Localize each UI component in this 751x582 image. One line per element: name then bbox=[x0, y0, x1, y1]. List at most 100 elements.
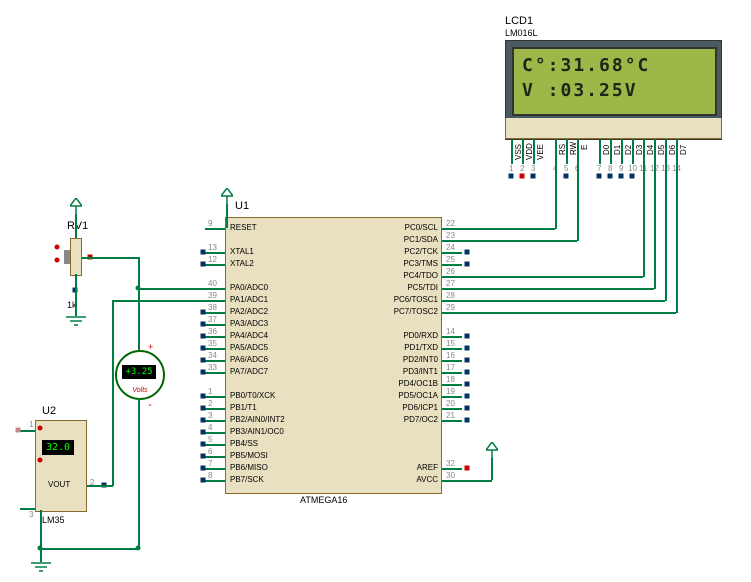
wire-pc0-rs bbox=[460, 228, 555, 230]
pin-num: 3 bbox=[208, 411, 212, 420]
pin-node bbox=[201, 454, 206, 459]
pot-btn[interactable] bbox=[55, 245, 60, 250]
wire-lm35-gnd bbox=[40, 510, 42, 548]
pin-node bbox=[201, 394, 206, 399]
lcd-pin-d7: D7 bbox=[679, 145, 688, 155]
sensor-body bbox=[35, 420, 87, 512]
pin-name: PA1/ADC1 bbox=[230, 295, 268, 304]
pin-num: 9 bbox=[208, 219, 212, 228]
lcd-stub bbox=[511, 139, 513, 164]
pin-name: PC2/TCK bbox=[404, 247, 438, 256]
lcd-stub bbox=[577, 139, 579, 175]
pin-num: 27 bbox=[446, 279, 455, 288]
pin-num: 32 bbox=[446, 459, 455, 468]
pin-node bbox=[201, 466, 206, 471]
lcd-pnum: 2 bbox=[520, 164, 524, 173]
lcd-pnum: 5 bbox=[564, 164, 568, 173]
pin-name: PC4/TDO bbox=[403, 271, 438, 280]
lcd-pnum: 10 bbox=[628, 164, 637, 173]
lcd-pin-bar bbox=[505, 118, 722, 139]
pin-num: 6 bbox=[208, 447, 212, 456]
sensor-btn-dn[interactable] bbox=[38, 458, 43, 463]
pin-name: PD0/RXD bbox=[403, 331, 438, 340]
wire bbox=[20, 430, 35, 432]
pin-num: 33 bbox=[208, 363, 217, 372]
pin-name: PA5/ADC5 bbox=[230, 343, 268, 352]
pin-node bbox=[201, 346, 206, 351]
pin-name: PB2/AIN0/INT2 bbox=[230, 415, 285, 424]
pin-num: 12 bbox=[208, 255, 217, 264]
lcd-stub bbox=[621, 139, 623, 164]
pin-num: 28 bbox=[446, 291, 455, 300]
pin-num: 38 bbox=[208, 303, 217, 312]
wire-lm35-pa1 bbox=[112, 300, 205, 302]
pin-num: 21 bbox=[446, 411, 455, 420]
pin-num: 1 bbox=[208, 387, 212, 396]
sensor-vout: VOUT bbox=[48, 480, 70, 489]
voltmeter-minus: - bbox=[148, 399, 152, 411]
pin-node bbox=[201, 442, 206, 447]
pin-name: PB1/T1 bbox=[230, 403, 257, 412]
pin-stub bbox=[442, 276, 462, 278]
pin-name: PA6/ADC6 bbox=[230, 355, 268, 364]
pin-name: PD5/OC1A bbox=[398, 391, 438, 400]
wire-pc4-d4 bbox=[460, 276, 643, 278]
pin-stub bbox=[205, 468, 225, 470]
pin-node bbox=[465, 250, 470, 255]
pin-node bbox=[201, 358, 206, 363]
lcd-ref: LCD1 bbox=[505, 15, 533, 27]
pin-stub bbox=[205, 444, 225, 446]
wire bbox=[20, 508, 35, 510]
wire bbox=[491, 458, 493, 480]
pin-node bbox=[465, 262, 470, 267]
pot-slider[interactable] bbox=[64, 250, 70, 264]
pin-stub bbox=[205, 396, 225, 398]
pin-num: 30 bbox=[446, 471, 455, 480]
pin-node bbox=[201, 370, 206, 375]
wire-pc5-d5 bbox=[654, 175, 656, 289]
pin-node bbox=[201, 478, 206, 483]
pin-stub bbox=[205, 456, 225, 458]
pin-num: 29 bbox=[446, 303, 455, 312]
pin-node bbox=[465, 370, 470, 375]
pin-name: PA4/ADC4 bbox=[230, 331, 268, 340]
lcd-stub bbox=[566, 139, 568, 164]
voltmeter-reading: +3.25 bbox=[122, 365, 156, 379]
pin-num: 18 bbox=[446, 375, 455, 384]
mcu-ref: U1 bbox=[235, 200, 249, 212]
wire bbox=[460, 480, 492, 482]
pot-btn[interactable] bbox=[55, 258, 60, 263]
wire bbox=[226, 204, 228, 228]
pin-num: 25 bbox=[446, 255, 455, 264]
pin-name: PD7/OC2 bbox=[404, 415, 438, 424]
pin-name: PD6/ICP1 bbox=[402, 403, 438, 412]
pin-num: 39 bbox=[208, 291, 217, 300]
pin-name: PB4/SS bbox=[230, 439, 258, 448]
lcd-pnum: 7 bbox=[597, 164, 601, 173]
pin-node bbox=[201, 250, 206, 255]
pin-stub bbox=[442, 228, 462, 230]
wire-vm-bot bbox=[138, 398, 140, 548]
pin-node bbox=[531, 174, 536, 179]
sensor-btn-up[interactable] bbox=[38, 426, 43, 431]
lcd-stub bbox=[522, 139, 524, 164]
pin-stub bbox=[205, 300, 225, 302]
pin-num: 19 bbox=[446, 387, 455, 396]
pin-name: PA0/ADC0 bbox=[230, 283, 268, 292]
wire-rv1-pa0 bbox=[138, 257, 140, 288]
wire bbox=[75, 214, 77, 238]
pin-num: 34 bbox=[208, 351, 217, 360]
wire-vm-top bbox=[138, 288, 140, 350]
pin-num: 14 bbox=[446, 327, 455, 336]
pot-body[interactable] bbox=[70, 238, 82, 276]
lcd-pnum: 8 bbox=[608, 164, 612, 173]
lcd-stub bbox=[632, 139, 634, 164]
pin-stub bbox=[205, 252, 225, 254]
pin-num: 16 bbox=[446, 351, 455, 360]
pin-num: 13 bbox=[208, 243, 217, 252]
wire-stub bbox=[442, 384, 462, 386]
wire-lm35-pa1 bbox=[112, 300, 114, 486]
pin-name: PB5/MOSI bbox=[230, 451, 268, 460]
pin-stub bbox=[205, 432, 225, 434]
wire-pc0-rs bbox=[555, 175, 557, 229]
